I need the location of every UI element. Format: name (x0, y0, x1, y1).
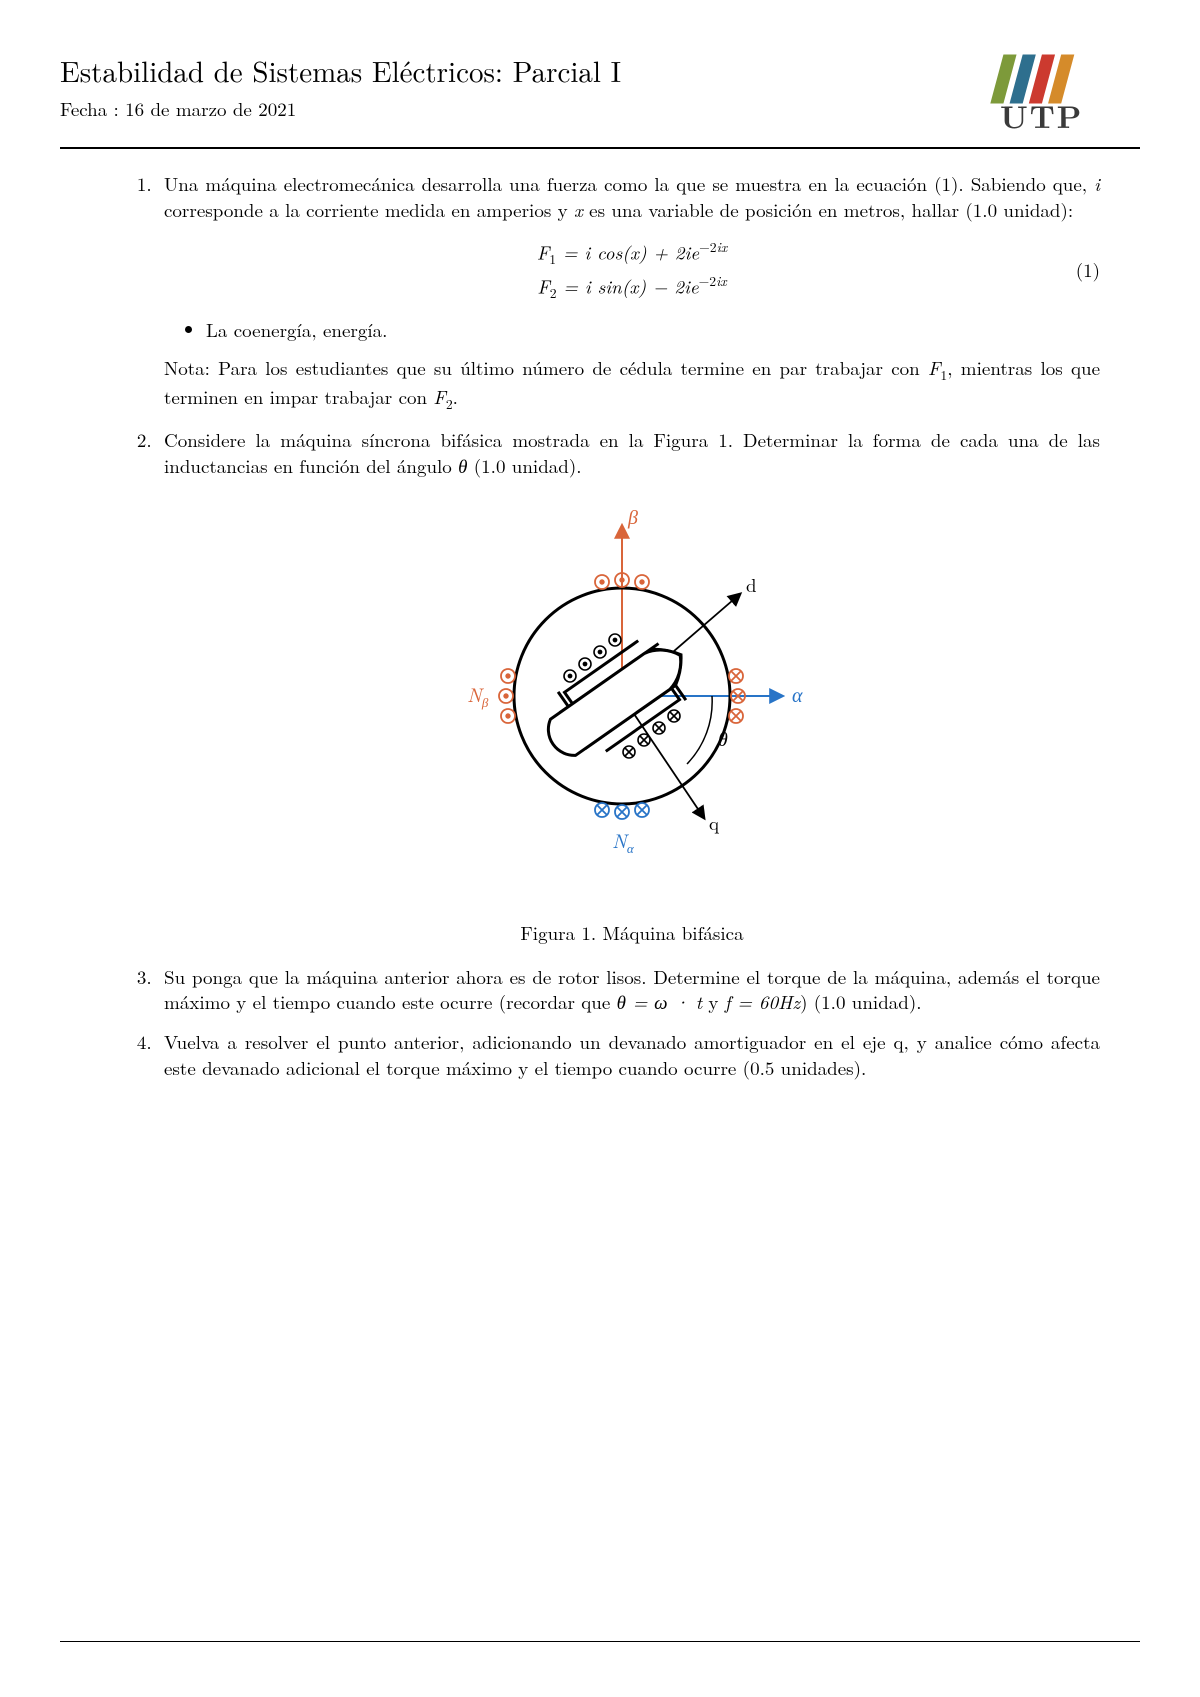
question-3: Su ponga que la máquina anterior ahora e… (158, 964, 1100, 1015)
header: Estabilidad de Sistemas Eléctricos: Parc… (60, 50, 1140, 135)
page-title: Estabilidad de Sistemas Eléctricos: Parc… (60, 50, 965, 91)
beta-label: β (627, 501, 638, 530)
q1-F1: F1 (928, 354, 947, 381)
q1-x: x (574, 196, 583, 223)
equation-lines: F1 = i cos(x) + 2ie−2ix F2 = i sin(x) − … (164, 236, 1100, 303)
figure-caption: Figura 1. Máquina bifásica (164, 920, 1100, 946)
footer-rule (60, 1641, 1140, 1642)
equation-block: F1 = i cos(x) + 2ie−2ix F2 = i sin(x) − … (164, 236, 1100, 303)
q2-text-b: (1.0 unidad). (467, 452, 581, 479)
q1-note-c: . (453, 383, 458, 410)
q1-text-c: es una variable de posición en metros, h… (583, 196, 1073, 223)
header-rule (60, 147, 1140, 149)
stator-bottom-crosses (595, 803, 649, 819)
theta-arc (687, 696, 712, 764)
stator-left-dots (499, 669, 515, 723)
q1-i: i (1094, 170, 1100, 197)
header-text: Estabilidad de Sistemas Eléctricos: Parc… (60, 50, 965, 122)
q-label: q (709, 809, 719, 836)
question-1: Una máquina electromecánica desarrolla u… (158, 171, 1100, 413)
alpha-label: α (792, 679, 803, 708)
q3-text-c: ) (1.0 unidad). (800, 988, 921, 1015)
Nalpha-label: Nα (612, 825, 635, 857)
page: Estabilidad de Sistemas Eléctricos: Parc… (0, 0, 1200, 1697)
q1-bullet-1: La coenergía, energía. (206, 317, 1100, 343)
q1-text-a: Una máquina electromecánica desarrolla u… (164, 170, 1094, 197)
q1-text-b: corresponde a la corriente medida en amp… (164, 196, 574, 223)
q2-text-a: Considere la máquina síncrona bifásica m… (164, 426, 1100, 479)
figure-1: α β d q θ (164, 496, 1100, 945)
logo-svg: UTP (965, 50, 1140, 135)
eq-line-1: F1 = i cos(x) + 2ie−2ix (164, 236, 1100, 269)
q3-eq: θ = ω · t (617, 988, 702, 1015)
q1-note: Nota: Para los estudiantes que su último… (164, 355, 1100, 414)
d-label: d (746, 571, 757, 598)
svg-text:UTP: UTP (1000, 93, 1083, 135)
question-4: Vuelva a resolver el punto anterior, adi… (158, 1029, 1100, 1080)
utp-logo: UTP (965, 50, 1140, 135)
eq-line-2: F2 = i sin(x) − 2ie−2ix (164, 270, 1100, 303)
question-list: Una máquina electromecánica desarrolla u… (60, 171, 1100, 1080)
q3-freq: f = 60Hz (725, 988, 800, 1015)
equation-number: (1) (1076, 257, 1100, 283)
Nbeta-label: Nβ (467, 679, 489, 711)
q4-text: Vuelva a resolver el punto anterior, adi… (164, 1028, 1100, 1081)
question-2: Considere la máquina síncrona bifásica m… (158, 427, 1100, 946)
page-date: Fecha : 16 de marzo de 2021 (60, 95, 965, 122)
q3-text-b: y (702, 988, 725, 1015)
q1-note-a: Nota: Para los estudiantes que su último… (164, 354, 928, 381)
machine-diagram: α β d q θ (422, 496, 842, 886)
q1-bullets: La coenergía, energía. (164, 317, 1100, 343)
q1-F2: F2 (433, 383, 452, 410)
